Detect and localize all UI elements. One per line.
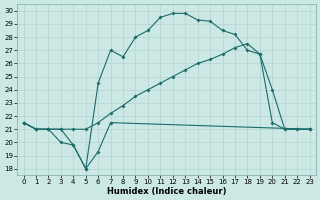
X-axis label: Humidex (Indice chaleur): Humidex (Indice chaleur) bbox=[107, 187, 226, 196]
